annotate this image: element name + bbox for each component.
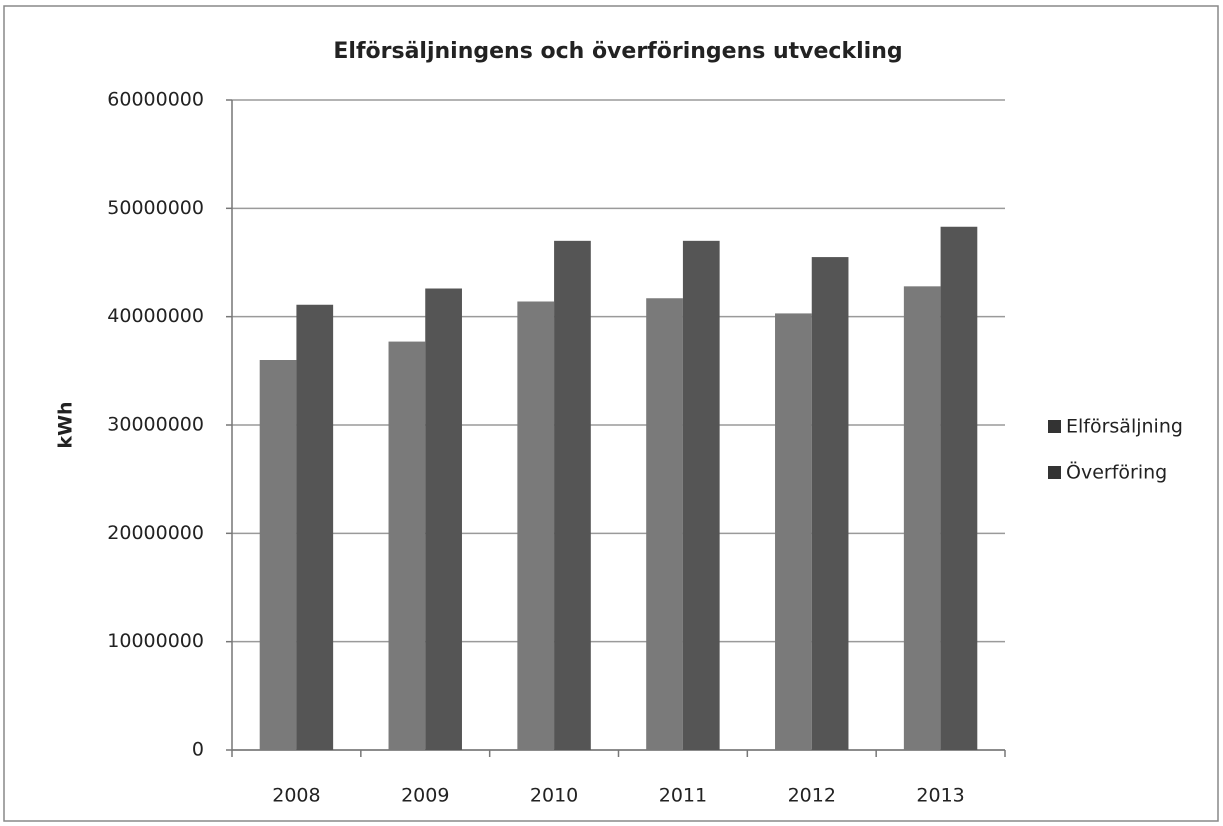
bar (940, 226, 978, 750)
bar (775, 313, 812, 750)
y-tick-label: 0 (192, 739, 204, 761)
y-axis-label: kWh (55, 401, 77, 448)
y-tick-label: 60000000 (107, 89, 204, 111)
bar (903, 286, 941, 750)
bar (646, 298, 683, 750)
chart-border (3, 5, 1219, 822)
legend-label: Överföring (1066, 461, 1167, 484)
bar (259, 360, 297, 750)
bar (811, 257, 849, 750)
y-tick-label: 30000000 (107, 414, 204, 436)
legend-label: Elförsäljning (1066, 416, 1183, 438)
chart-title: Elförsäljningens och överföringens utvec… (333, 39, 902, 64)
bar (554, 240, 591, 751)
x-tick-label: 2011 (659, 785, 707, 807)
bar (517, 301, 555, 750)
bar (388, 341, 426, 750)
legend-swatch (1048, 466, 1061, 479)
x-tick-label: 2013 (916, 785, 964, 807)
y-tick-label: 10000000 (107, 630, 204, 652)
bar (296, 304, 334, 750)
legend-swatch (1048, 420, 1061, 433)
y-tick-label: 20000000 (107, 522, 204, 544)
y-tick-label: 50000000 (107, 197, 204, 219)
y-tick-label: 40000000 (107, 305, 204, 327)
x-tick-label: 2009 (401, 785, 449, 807)
bar (425, 288, 462, 750)
x-tick-label: 2010 (530, 785, 578, 807)
x-tick-label: 2008 (272, 785, 320, 807)
x-tick-label: 2012 (788, 785, 836, 807)
bar (682, 240, 720, 751)
